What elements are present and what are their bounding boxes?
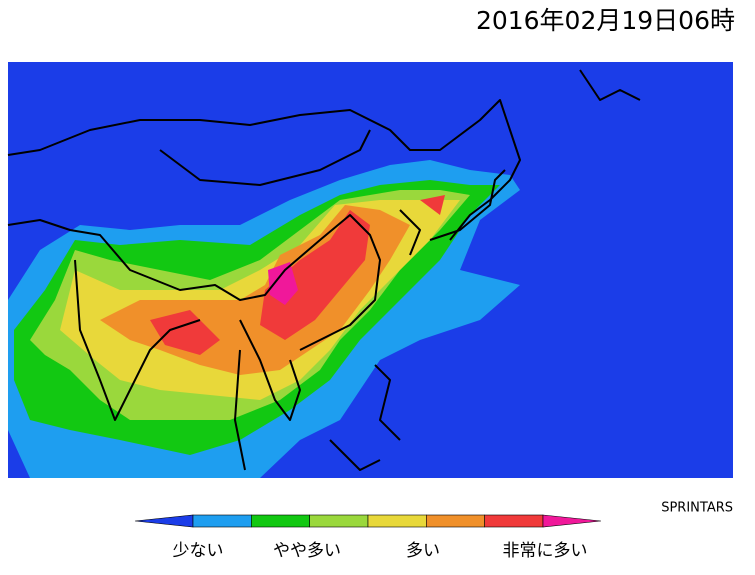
- colorbar-segment: [192, 514, 252, 528]
- colorbar-high: [542, 514, 602, 528]
- aerosol-map: [7, 62, 733, 478]
- colorbar-segment: [251, 514, 310, 528]
- colorbar-low: [134, 514, 194, 528]
- colorbar-segment: [426, 514, 485, 528]
- title: 2016年02月19日06時: [476, 6, 735, 35]
- legend-label: 非常に多い: [503, 541, 588, 561]
- colorbar-segment: [367, 514, 427, 528]
- colorbar-segment: [309, 514, 369, 528]
- legend-label: やや多い: [273, 541, 341, 561]
- legend-label: 少ない: [173, 541, 224, 561]
- colorbar-segment: [484, 514, 544, 528]
- legend-label: 多い: [406, 541, 440, 561]
- credit: SPRINTARS: [661, 501, 733, 516]
